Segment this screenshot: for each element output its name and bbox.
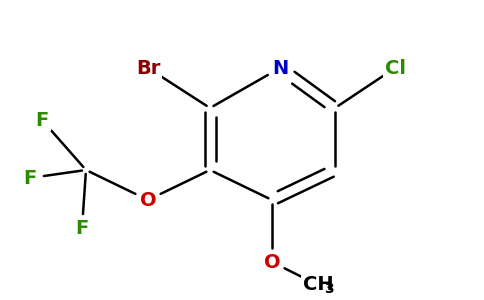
Text: 3: 3	[324, 282, 334, 296]
Text: CH: CH	[302, 275, 333, 295]
Text: O: O	[264, 253, 280, 272]
Text: N: N	[272, 58, 288, 77]
Text: O: O	[140, 190, 156, 209]
Text: Cl: Cl	[384, 58, 406, 77]
Text: CH: CH	[302, 275, 333, 295]
Text: Br: Br	[136, 58, 160, 77]
Text: F: F	[35, 110, 48, 130]
Text: F: F	[76, 218, 89, 238]
Text: F: F	[23, 169, 37, 188]
